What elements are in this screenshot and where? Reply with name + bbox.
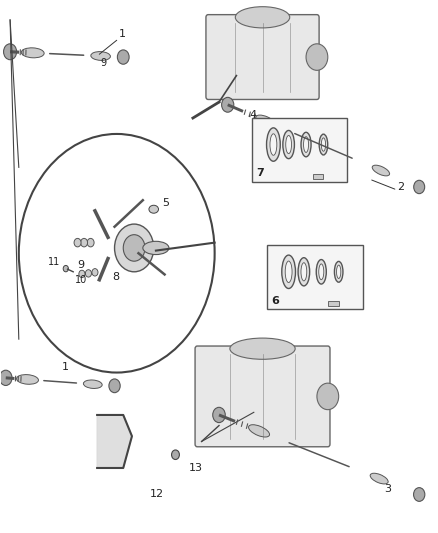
Circle shape <box>109 379 120 393</box>
Ellipse shape <box>248 425 269 437</box>
Polygon shape <box>97 415 132 468</box>
Bar <box>267 245 363 309</box>
Ellipse shape <box>21 48 44 58</box>
Circle shape <box>115 224 154 272</box>
Ellipse shape <box>316 260 326 284</box>
Ellipse shape <box>301 263 307 281</box>
Circle shape <box>74 238 81 247</box>
Ellipse shape <box>17 375 39 384</box>
Text: 10: 10 <box>75 276 88 286</box>
Ellipse shape <box>149 205 159 213</box>
Text: 5: 5 <box>162 198 170 207</box>
Ellipse shape <box>336 265 341 278</box>
Text: 11: 11 <box>48 257 60 267</box>
Text: 6: 6 <box>271 296 279 305</box>
Ellipse shape <box>321 138 325 151</box>
Ellipse shape <box>283 131 294 159</box>
Circle shape <box>81 238 88 247</box>
Ellipse shape <box>301 132 311 157</box>
Ellipse shape <box>285 261 292 282</box>
Text: 4: 4 <box>250 110 257 120</box>
Ellipse shape <box>319 134 328 155</box>
Ellipse shape <box>282 255 296 288</box>
Text: 1: 1 <box>62 362 69 372</box>
Circle shape <box>87 238 94 247</box>
Bar <box>313 174 323 179</box>
Ellipse shape <box>270 134 277 155</box>
Circle shape <box>0 370 12 385</box>
Circle shape <box>306 44 328 70</box>
Ellipse shape <box>298 257 310 286</box>
Ellipse shape <box>91 52 110 60</box>
Ellipse shape <box>256 115 276 127</box>
Ellipse shape <box>235 7 290 28</box>
Circle shape <box>117 50 129 64</box>
Circle shape <box>85 270 92 277</box>
Circle shape <box>222 98 234 112</box>
Ellipse shape <box>370 473 388 484</box>
Circle shape <box>92 269 98 276</box>
Circle shape <box>414 180 425 193</box>
Circle shape <box>63 265 68 272</box>
FancyBboxPatch shape <box>195 346 330 447</box>
Text: 9: 9 <box>101 58 107 68</box>
Text: 1: 1 <box>119 29 126 39</box>
Ellipse shape <box>335 261 343 282</box>
Ellipse shape <box>319 264 324 280</box>
Circle shape <box>317 383 339 410</box>
Text: 13: 13 <box>188 463 202 473</box>
Text: 3: 3 <box>385 484 392 494</box>
Ellipse shape <box>372 165 389 176</box>
Ellipse shape <box>286 135 292 154</box>
Ellipse shape <box>83 380 102 389</box>
Ellipse shape <box>230 338 295 359</box>
Text: 7: 7 <box>256 168 264 179</box>
Text: 8: 8 <box>113 272 120 282</box>
Text: 12: 12 <box>149 489 163 499</box>
Circle shape <box>213 407 225 423</box>
Text: 9: 9 <box>78 260 85 270</box>
Bar <box>252 118 347 182</box>
Ellipse shape <box>143 241 169 255</box>
Circle shape <box>4 44 17 60</box>
Circle shape <box>79 270 85 278</box>
FancyBboxPatch shape <box>206 14 319 100</box>
Circle shape <box>123 235 145 261</box>
Text: 2: 2 <box>397 182 405 192</box>
Circle shape <box>413 488 425 502</box>
Ellipse shape <box>304 136 308 152</box>
Circle shape <box>172 450 180 459</box>
Bar <box>328 301 339 306</box>
Ellipse shape <box>267 128 280 161</box>
